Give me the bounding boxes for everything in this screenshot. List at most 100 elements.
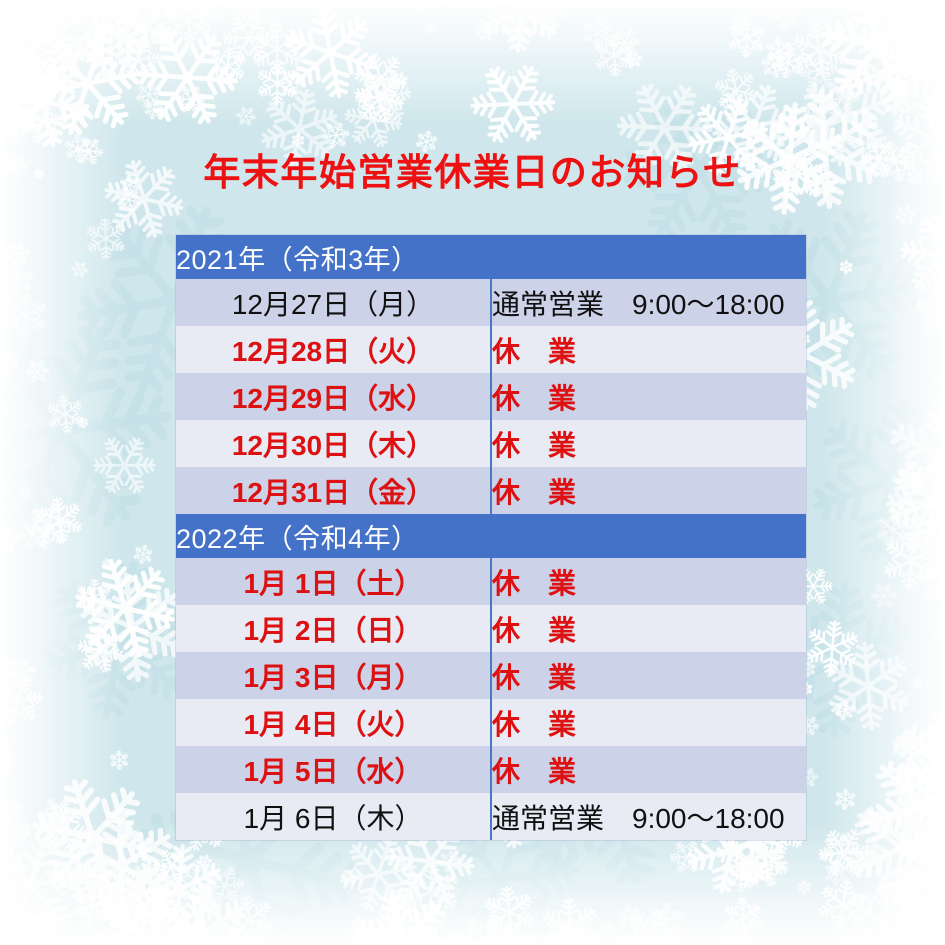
- snowflake-icon: [639, 894, 693, 945]
- snowflake-icon: [0, 72, 47, 130]
- date-cell: 12月29日（水）: [176, 373, 492, 420]
- snowflake-icon: [348, 47, 412, 111]
- page-title: 年末年始営業休業日のお知らせ: [203, 152, 742, 193]
- date-cell: 1月 6日（木）: [176, 793, 492, 840]
- snowflake-icon: [919, 855, 945, 902]
- snowflake-icon: [790, 41, 847, 98]
- snowflake-icon: [0, 235, 36, 273]
- snowflake-icon: [898, 42, 945, 91]
- snowflake-icon: [0, 248, 28, 288]
- snowflake-icon: [269, 63, 310, 104]
- snowflake-icon: [473, 877, 545, 945]
- snowflake-icon: [488, 920, 537, 945]
- snowflake-icon: [151, 22, 177, 48]
- snowflake-icon: [9, 819, 34, 844]
- table-row: 1月 5日（水）休 業: [176, 746, 806, 793]
- table-row: 12月29日（水）休 業: [176, 373, 806, 420]
- snowflake-icon: [376, 896, 433, 945]
- snowflake-icon: [201, 38, 256, 93]
- snowflake-icon: [164, 849, 227, 912]
- snowflake-icon: [857, 0, 921, 62]
- snowflake-icon: [865, 690, 945, 842]
- snowflake-icon: [0, 887, 34, 945]
- snowflake-icon: [584, 25, 644, 85]
- status-cell-closed: 休 業: [491, 605, 806, 652]
- snowflake-icon: [0, 350, 13, 365]
- snowflake-icon: [18, 762, 169, 913]
- snowflake-icon: [76, 210, 135, 269]
- date-cell: 12月27日（月）: [176, 279, 492, 326]
- snowflake-icon: [0, 520, 26, 559]
- snowflake-icon: [722, 919, 745, 942]
- snowflake-icon: [0, 0, 102, 56]
- snowflake-icon: [917, 715, 945, 765]
- snowflake-icon: [325, 882, 450, 945]
- snowflake-icon: [58, 0, 194, 86]
- snowflake-icon: [348, 67, 411, 130]
- snowflake-icon: [411, 917, 437, 943]
- snowflake-icon: [829, 763, 945, 924]
- snowflake-icon: [0, 0, 84, 123]
- snowflake-icon: [194, 851, 216, 873]
- snowflake-icon: [0, 282, 59, 349]
- snowflake-icon: [133, 20, 149, 36]
- snowflake-icon: [764, 38, 813, 87]
- status-cell-closed: 休 業: [491, 420, 806, 467]
- snowflake-icon: [921, 103, 945, 132]
- snowflake-icon: [81, 867, 145, 931]
- snowflake-icon: [608, 894, 695, 945]
- snowflake-icon: [247, 52, 308, 113]
- snowflake-icon: [718, 9, 776, 67]
- status-cell-closed: 休 業: [491, 652, 806, 699]
- snowflake-icon: [388, 889, 420, 921]
- snowflake-icon: [389, 850, 472, 933]
- snowflake-icon: [889, 80, 928, 119]
- date-cell: 1月 3日（月）: [176, 652, 492, 699]
- snowflake-icon: [444, 900, 529, 945]
- snowflake-icon: [762, 0, 809, 38]
- snowflake-icon: [869, 518, 945, 603]
- date-cell: 12月28日（火）: [176, 326, 492, 373]
- snowflake-icon: [936, 611, 945, 629]
- snowflake-icon: [0, 881, 80, 945]
- snowflake-icon: [101, 557, 114, 570]
- snowflake-icon: [16, 484, 34, 502]
- date-cell: 12月31日（金）: [176, 467, 492, 514]
- snowflake-icon: [116, 903, 176, 945]
- snowflake-icon: [114, 823, 246, 945]
- snowflake-icon: [813, 71, 868, 126]
- snowflake-icon: [7, 50, 28, 71]
- snowflake-icon: [866, 437, 945, 567]
- snowflake-icon: [715, 889, 772, 945]
- snowflake-icon: [1, 651, 43, 693]
- snowflake-icon: [169, 848, 183, 862]
- snowflake-icon: [929, 740, 945, 756]
- snowflake-icon: [756, 48, 791, 83]
- snowflake-icon: [448, 925, 468, 945]
- snowflake-icon: [880, 38, 927, 85]
- snowflake-icon: [105, 862, 165, 922]
- snowflake-icon: [806, 0, 945, 119]
- snowflake-icon: [825, 10, 866, 51]
- year-header-row: 2021年（令和3年）: [176, 235, 806, 279]
- year-header-row: 2022年（令和4年）: [176, 514, 806, 558]
- snowflake-icon: [909, 278, 945, 342]
- date-cell: 12月30日（木）: [176, 420, 492, 467]
- snowflake-icon: [269, 0, 392, 113]
- table-row: 1月 3日（月）休 業: [176, 652, 806, 699]
- snowflake-icon: [532, 0, 567, 30]
- snowflake-icon: [0, 6, 30, 55]
- snowflake-icon: [0, 663, 54, 736]
- snowflake-icon: [65, 856, 101, 892]
- table-row: 12月28日（火）休 業: [176, 326, 806, 373]
- snowflake-icon: [0, 749, 17, 774]
- snowflake-icon: [217, 887, 283, 945]
- snowflake-icon: [155, 0, 221, 54]
- status-cell-open: 通常営業 9:00〜18:00: [491, 793, 806, 840]
- snowflake-icon: [662, 833, 712, 883]
- snowflake-icon: [76, 899, 97, 920]
- status-cell-closed: 休 業: [491, 746, 806, 793]
- status-cell-closed: 休 業: [491, 699, 806, 746]
- snowflake-icon: [794, 878, 814, 898]
